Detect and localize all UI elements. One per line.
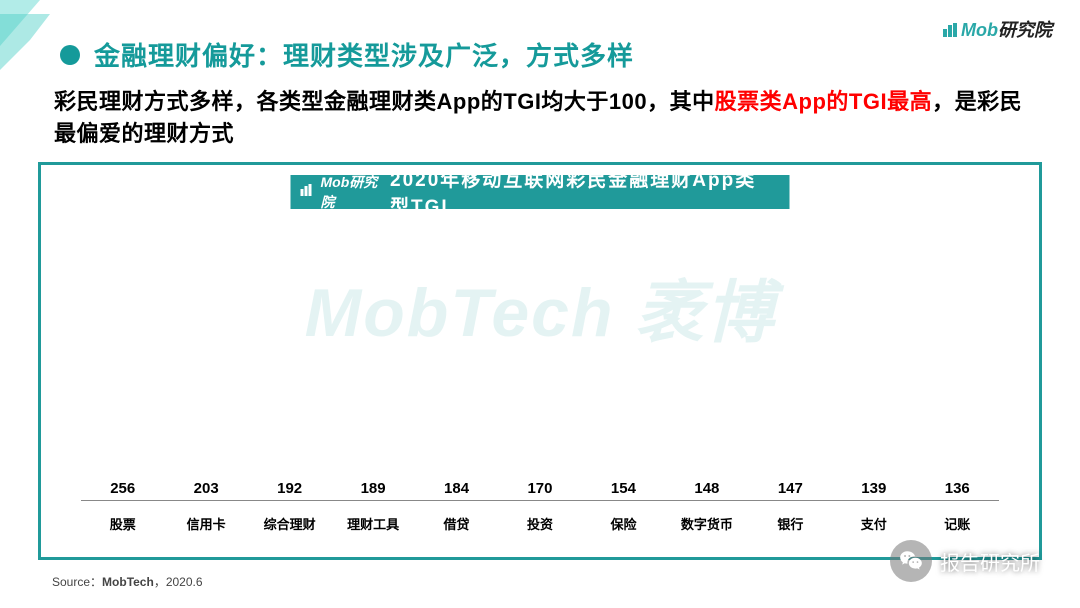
wechat-icon <box>890 540 932 582</box>
bar-column: 192 <box>248 480 331 501</box>
bars-row: 256 203 192 189 184 170 154 148 147 139 136 <box>81 229 999 501</box>
bar-value-label: 192 <box>277 480 302 497</box>
bar-value-label: 170 <box>527 480 552 497</box>
bar-column: 139 <box>832 480 915 501</box>
bar-column: 203 <box>164 480 247 501</box>
chart-mini-logo: Mob研究院 <box>321 172 385 212</box>
bar-value-label: 203 <box>194 480 219 497</box>
chart-container: Mob研究院 2020年移动互联网彩民金融理财App类型TGI MobTech … <box>38 162 1042 560</box>
bar-column: 148 <box>665 480 748 501</box>
logo-mob: Mob <box>961 20 998 40</box>
chart-logo-bars-icon <box>301 183 315 201</box>
category-label: 保险 <box>582 514 665 533</box>
slide-root: Mob研究院 金融理财偏好：理财类型涉及广泛，方式多样 彩民理财方式多样，各类型… <box>0 0 1080 608</box>
source-prefix: Source： <box>52 575 102 589</box>
category-label: 支付 <box>832 514 915 533</box>
category-label: 综合理财 <box>248 514 331 533</box>
chart-title-bar: Mob研究院 2020年移动互联网彩民金融理财App类型TGI <box>291 175 790 209</box>
bar-value-label: 184 <box>444 480 469 497</box>
bar-column: 256 <box>81 480 164 501</box>
category-labels-row: 股票信用卡综合理财理财工具借贷投资保险数字货币银行支付记账 <box>81 514 999 533</box>
chart-title: 2020年移动互联网彩民金融理财App类型TGI <box>390 165 771 219</box>
corner-decoration <box>0 0 60 70</box>
category-label: 股票 <box>81 514 164 533</box>
logo-suffix: 研究院 <box>998 20 1052 40</box>
bar-value-label: 154 <box>611 480 636 497</box>
page-title: 金融理财偏好：理财类型涉及广泛，方式多样 <box>94 36 634 73</box>
x-axis-baseline <box>81 500 999 501</box>
subtitle-highlight: 股票类App的TGI最高 <box>715 89 932 114</box>
bar-value-label: 139 <box>861 480 886 497</box>
bar-column: 147 <box>749 480 832 501</box>
category-label: 记账 <box>916 514 999 533</box>
wechat-overlay: 报告研究所 <box>890 540 1040 582</box>
category-label: 投资 <box>498 514 581 533</box>
page-title-row: 金融理财偏好：理财类型涉及广泛，方式多样 <box>60 36 634 73</box>
source-name: MobTech <box>102 575 154 589</box>
brand-logo: Mob研究院 <box>943 16 1052 42</box>
bar-column: 189 <box>331 480 414 501</box>
overlay-text: 报告研究所 <box>940 547 1040 576</box>
bar-value-label: 136 <box>945 480 970 497</box>
bar-value-label: 189 <box>361 480 386 497</box>
bar-value-label: 148 <box>694 480 719 497</box>
source-suffix: ，2020.6 <box>154 575 203 589</box>
bar-value-label: 147 <box>778 480 803 497</box>
category-label: 理财工具 <box>331 514 414 533</box>
source-citation: Source：MobTech，2020.6 <box>52 573 203 590</box>
logo-bars-icon <box>943 21 959 42</box>
bar-value-label: 256 <box>110 480 135 497</box>
bar-column: 170 <box>498 480 581 501</box>
category-label: 数字货币 <box>665 514 748 533</box>
category-label: 信用卡 <box>164 514 247 533</box>
bar-column: 136 <box>916 480 999 501</box>
category-label: 银行 <box>749 514 832 533</box>
page-subtitle: 彩民理财方式多样，各类型金融理财类App的TGI均大于100，其中股票类App的… <box>54 86 1040 150</box>
bar-column: 154 <box>582 480 665 501</box>
plot-area: 256 203 192 189 184 170 154 148 147 139 136 <box>81 229 999 501</box>
title-bullet-icon <box>60 45 80 65</box>
bar-column: 184 <box>415 480 498 501</box>
subtitle-part1: 彩民理财方式多样，各类型金融理财类App的TGI均大于100，其中 <box>54 89 715 114</box>
category-label: 借贷 <box>415 514 498 533</box>
